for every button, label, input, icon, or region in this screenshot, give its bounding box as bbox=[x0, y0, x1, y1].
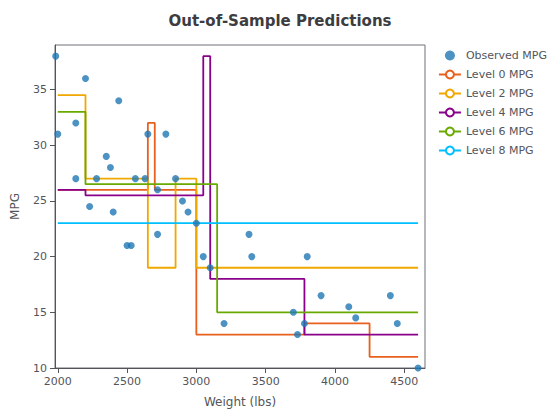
svg-text:4000: 4000 bbox=[321, 375, 349, 388]
svg-text:Observed MPG: Observed MPG bbox=[466, 49, 547, 62]
svg-text:10: 10 bbox=[33, 362, 47, 375]
svg-text:Out-of-Sample Predictions: Out-of-Sample Predictions bbox=[168, 12, 391, 30]
svg-text:35: 35 bbox=[33, 83, 47, 96]
svg-text:Weight (lbs): Weight (lbs) bbox=[204, 395, 276, 409]
svg-text:15: 15 bbox=[33, 306, 47, 319]
svg-text:Level 6 MPG: Level 6 MPG bbox=[466, 125, 534, 138]
svg-text:30: 30 bbox=[33, 139, 47, 152]
svg-text:MPG: MPG bbox=[8, 193, 22, 220]
svg-text:2000: 2000 bbox=[44, 375, 72, 388]
svg-text:Level 0 MPG: Level 0 MPG bbox=[466, 68, 534, 81]
svg-text:20: 20 bbox=[33, 250, 47, 263]
svg-text:Level 8 MPG: Level 8 MPG bbox=[466, 144, 534, 157]
svg-text:3000: 3000 bbox=[182, 375, 210, 388]
svg-text:4500: 4500 bbox=[390, 375, 418, 388]
svg-text:2500: 2500 bbox=[113, 375, 141, 388]
svg-text:Level 4 MPG: Level 4 MPG bbox=[466, 106, 534, 119]
svg-text:3500: 3500 bbox=[252, 375, 280, 388]
svg-text:Level 2 MPG: Level 2 MPG bbox=[466, 87, 534, 100]
svg-text:25: 25 bbox=[33, 194, 47, 207]
